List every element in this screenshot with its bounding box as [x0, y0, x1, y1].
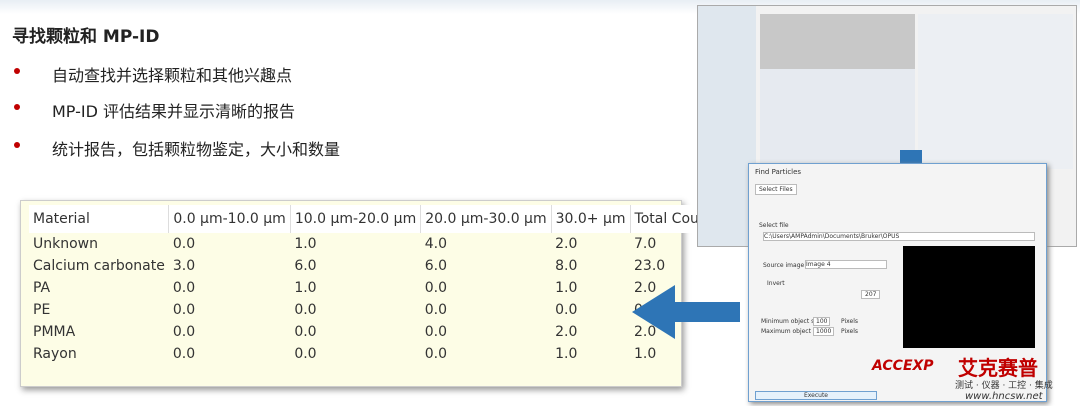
cell: 4.0 [424, 236, 447, 252]
label: Source image [763, 262, 805, 269]
cell: 23.0 [634, 258, 666, 274]
cell: 0.0 [294, 346, 317, 362]
cell: 0.0 [172, 346, 196, 362]
label: Select file [759, 222, 789, 229]
cell: 0.0 [294, 324, 317, 340]
bullet-dot [14, 104, 20, 110]
cell: PA [33, 280, 51, 296]
cell: 0.0 [172, 302, 196, 318]
cell: 6.0 [294, 258, 317, 274]
cell: 7.0 [634, 236, 657, 252]
bullet: 统计报告，包括颗粒物鉴定，大小和数量 [52, 140, 341, 159]
image-particles-2 [918, 14, 1073, 169]
bullet: MP-ID 评估结果并显示清晰的报告 [52, 102, 296, 121]
cell: 0.0 [294, 302, 317, 318]
execute-button[interactable]: Execute [755, 391, 877, 400]
column-header: 20.0 µm-30.0 µm [420, 205, 552, 233]
column-header: 0.0 µm-10.0 µm [168, 205, 291, 233]
logo-url: www.hncsw.net [965, 391, 1043, 402]
cell: 6.0 [424, 258, 447, 274]
image-particles [760, 69, 915, 169]
cell: 0.0 [424, 280, 447, 296]
cell: 1.0 [555, 280, 578, 296]
threshold[interactable]: 207 [861, 290, 881, 299]
sidebar [698, 6, 756, 246]
column-header: 30.0+ µm [551, 205, 631, 233]
cell: Calcium carbonate [33, 258, 165, 274]
cell: 8.0 [555, 258, 578, 274]
row: PMMA 0.0 0.0 0.0 2.0 2.0 [29, 321, 718, 343]
bullet-dot [14, 142, 20, 148]
cell: 0.0 [424, 324, 447, 340]
cell: 2.0 [634, 324, 657, 340]
cell: 0.0 [555, 302, 578, 318]
max-field[interactable]: 1000 [813, 327, 835, 336]
title: 寻找颗粒和 MP-ID [12, 27, 160, 47]
dialog-title: Find Particles [755, 168, 802, 176]
image-blank [760, 14, 915, 69]
path-field[interactable]: C:\Users\AMPAdmin\Documents\Bruker\OPUS [763, 232, 1035, 241]
row: PE0.00.00.00.00.0 [29, 299, 718, 321]
cell: 0.0 [172, 280, 196, 296]
row: Unknown 0.0 1.0 4.0 2.0 7.0 [29, 233, 718, 255]
cell: 0.0 [424, 302, 447, 318]
cell: 0.0 [172, 236, 196, 252]
cell: Rayon [33, 346, 77, 362]
cell: 1.0 [294, 280, 317, 296]
dropdown[interactable]: Image 4 [805, 260, 887, 269]
row: Calcium carbonate 3.0 6.0 6.0 8.0 23.0 [29, 255, 718, 277]
header-row: Material 0.0 µm-10.0 µm 10.0 µm-20.0 µm 20.… [29, 205, 719, 233]
cell: 1.0 [555, 346, 578, 362]
unit: Pixels [841, 318, 859, 325]
row: PA 0.0 1.0 0.0 1.0 2.0 [29, 277, 718, 299]
cell: 1.0 [294, 236, 317, 252]
column-header: Material [29, 205, 170, 233]
column-header: 10.0 µm-20.0 µm [290, 205, 422, 233]
cell: 3.0 [172, 258, 196, 274]
cell: 0.0 [424, 346, 447, 362]
checkbox[interactable]: Invert [767, 280, 785, 287]
cell: 2.0 [555, 236, 578, 252]
label: Maximum object size [761, 328, 825, 335]
cell: 0.0 [172, 324, 196, 340]
cell: Unknown [33, 236, 98, 252]
results-table: Material 0.0 µm-10.0 µm 10.0 µm-20.0 µm 20.… [20, 200, 719, 387]
unit: Pixels [841, 328, 859, 335]
bullet-dot [14, 68, 20, 74]
cell: 1.0 [634, 346, 657, 362]
dialog: Find Particles Select Files Select file … [748, 163, 1047, 402]
row: Rayon 0.0 0.0 0.0 1.0 1.0 [29, 343, 718, 365]
table: Material 0.0 µm-10.0 µm 10.0 µm-20.0 µm 20.… [29, 205, 719, 365]
cell: 2.0 [634, 280, 657, 296]
tab[interactable]: Select Files [755, 184, 797, 195]
label: Minimum object size [761, 318, 823, 325]
logo-tagline: 测试 · 仪器 · 工控 · 集成 [955, 381, 1053, 391]
binary-image [903, 246, 1035, 348]
left-arrow [632, 285, 740, 339]
min-field[interactable]: 100 [813, 317, 831, 326]
logo-mark: ACCEXP [872, 358, 934, 374]
bullet: 自动查找并选择颗粒和其他兴趣点 [52, 66, 293, 85]
logo-name: 艾克赛普 [958, 356, 1038, 380]
cell: PE [33, 302, 51, 318]
cell: PMMA [33, 324, 76, 340]
cell: 2.0 [555, 324, 578, 340]
